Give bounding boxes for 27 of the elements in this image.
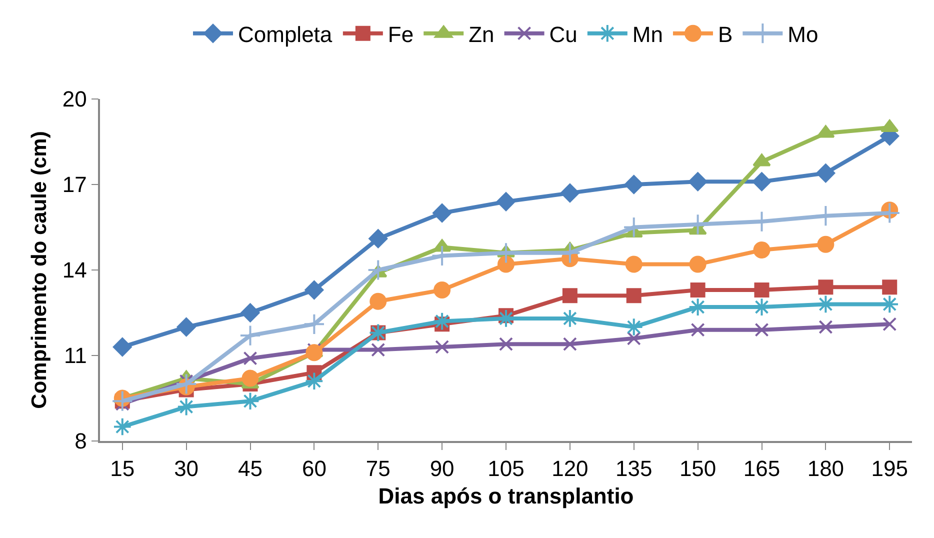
y-axis-title: Comprimento do caule (cm): [28, 131, 52, 409]
y-tick-label: 17: [62, 172, 87, 198]
legend-label: Zn: [468, 22, 494, 47]
x-tick-label: 150: [679, 456, 716, 482]
x-tick-label: 135: [616, 456, 652, 482]
x-tick-label: 195: [871, 456, 908, 482]
x-tick-label: 75: [366, 456, 390, 482]
x-tick-label: 165: [743, 456, 780, 482]
x-tick-label: 30: [174, 456, 199, 482]
legend-label: Cu: [549, 22, 578, 47]
x-tick-label: 60: [302, 456, 326, 482]
legend-label: B: [718, 22, 733, 47]
legend-label: Mo: [788, 22, 818, 47]
y-tick-label: 20: [62, 86, 87, 112]
legend-label: Completa: [238, 22, 333, 47]
x-tick-label: 180: [807, 456, 844, 482]
x-axis-title: Dias após o transplantio: [378, 484, 634, 509]
x-tick-label: 105: [488, 456, 524, 482]
x-tick-label: 45: [238, 456, 262, 482]
y-tick-label: 8: [74, 428, 87, 454]
legend-label: Mn: [632, 22, 663, 47]
legend-label: Fe: [388, 22, 414, 47]
x-tick-label: 15: [110, 456, 135, 482]
x-tick-label: 90: [430, 456, 454, 482]
y-tick-label: 14: [62, 258, 87, 283]
x-tick-label: 120: [552, 456, 588, 482]
y-tick-label: 11: [64, 343, 87, 368]
